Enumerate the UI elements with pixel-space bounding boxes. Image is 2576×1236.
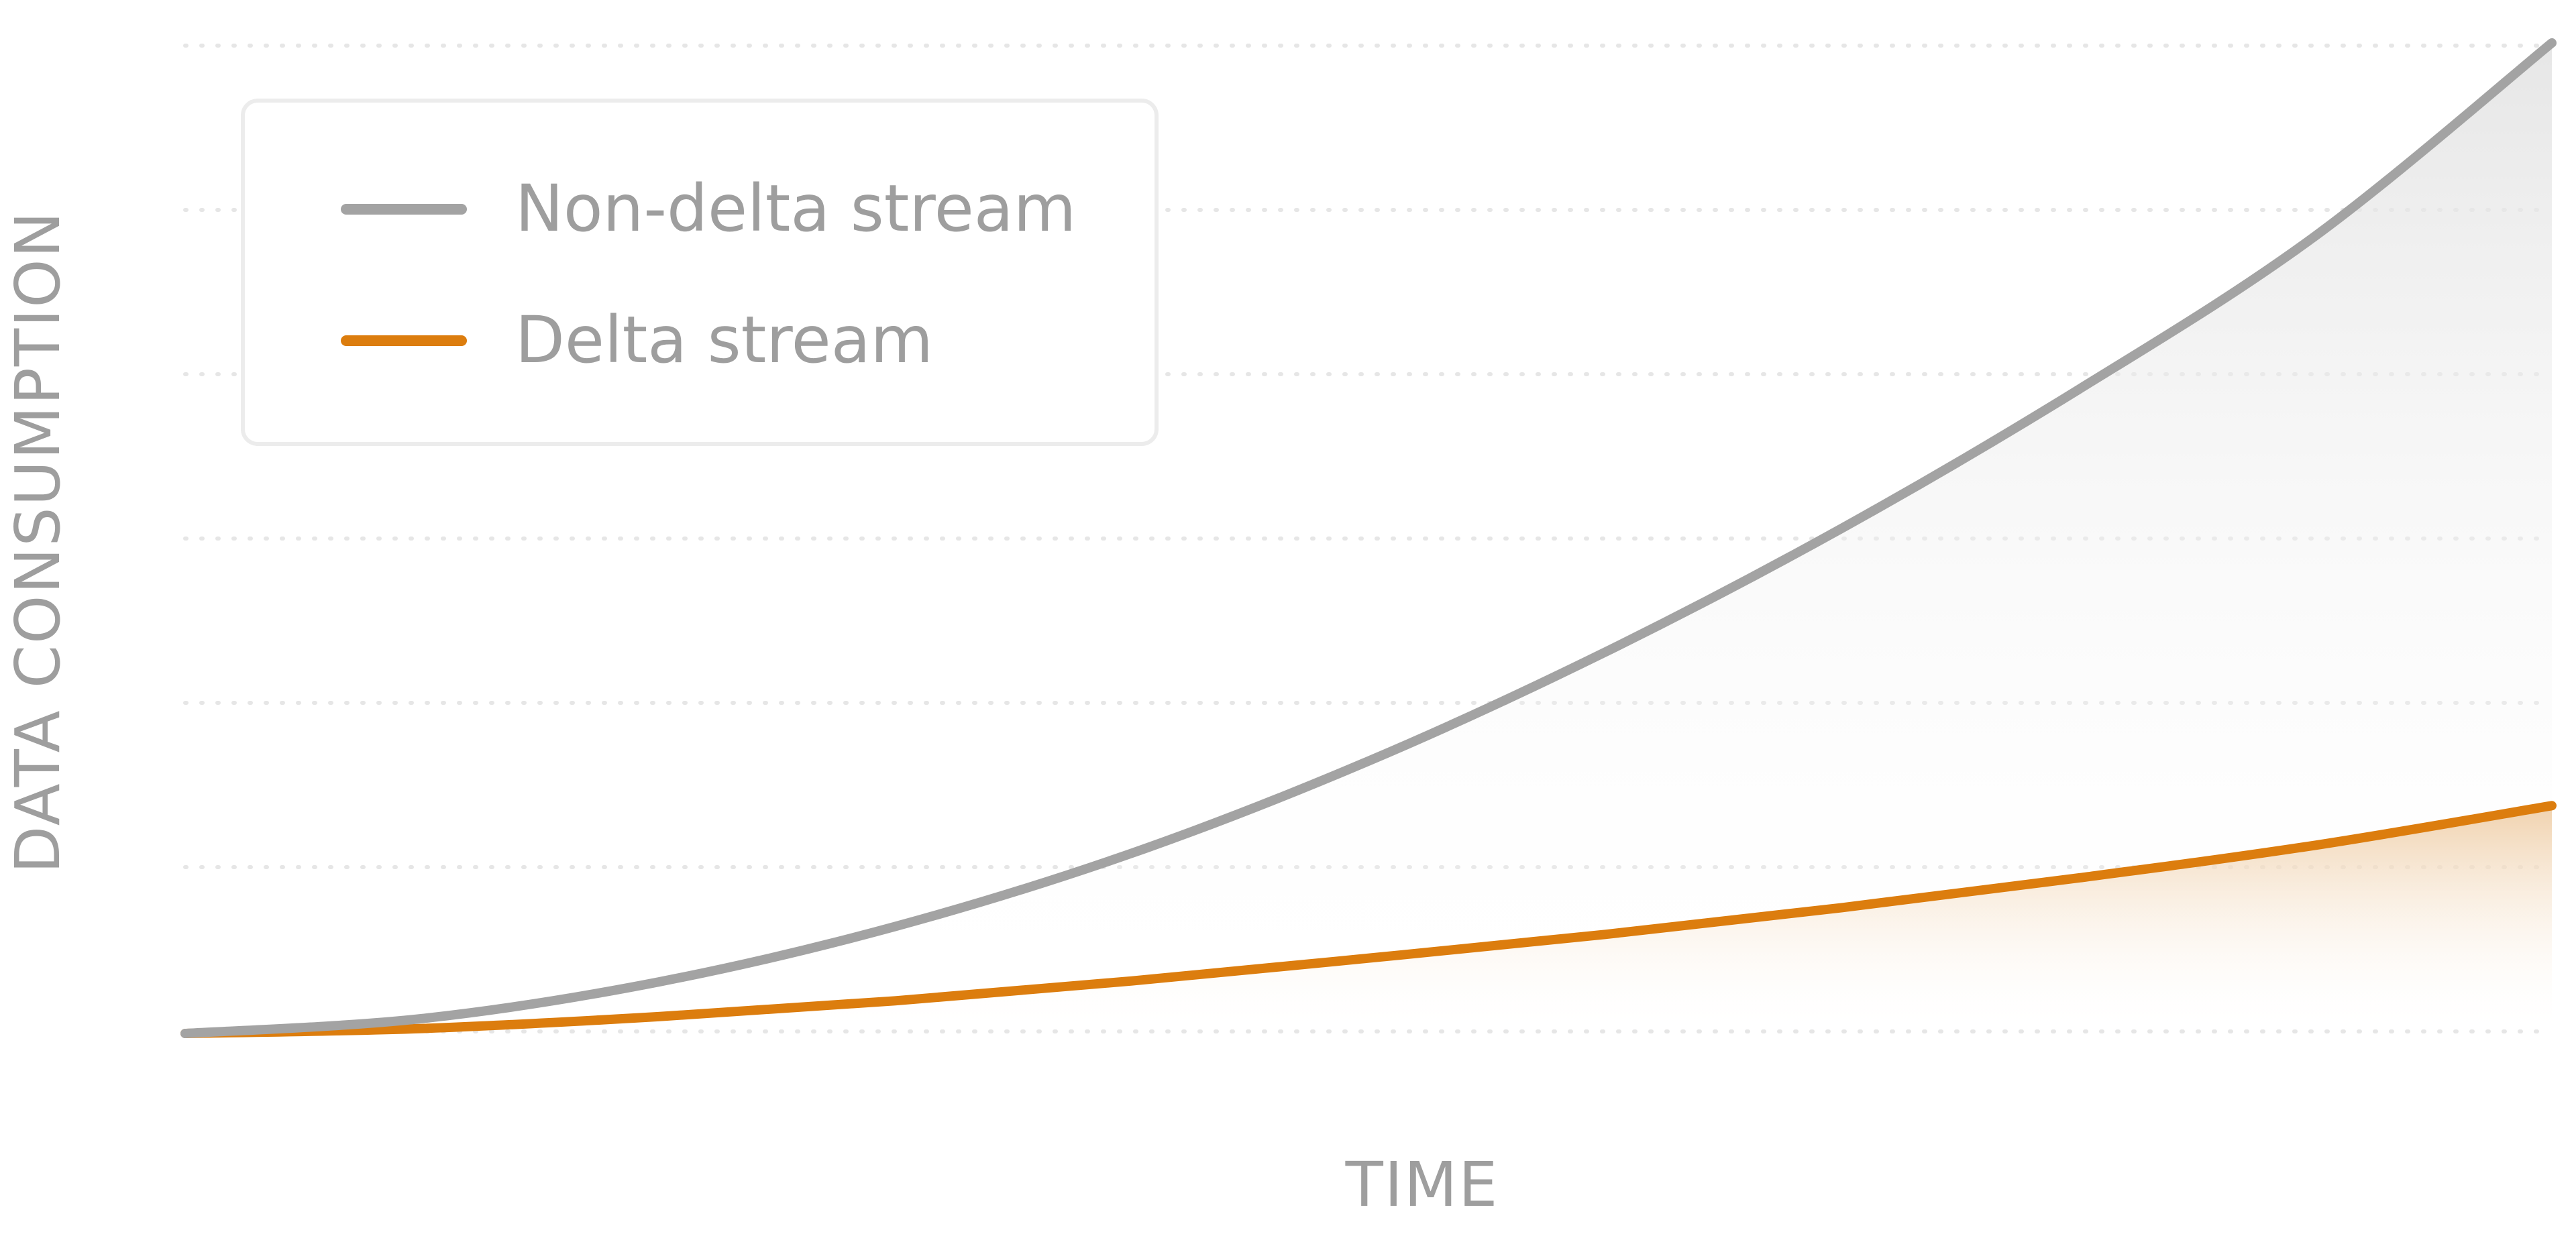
legend: Non-delta stream Delta stream: [241, 99, 1159, 446]
legend-label-delta: Delta stream: [515, 302, 933, 378]
series-areas: [185, 43, 2552, 1033]
legend-box: [241, 99, 1159, 446]
legend-label-non-delta: Non-delta stream: [515, 171, 1076, 246]
series-line-non-delta: [180, 38, 2557, 1038]
series-line-delta: [180, 801, 2557, 1038]
series-area-delta: [185, 805, 2552, 1033]
y-axis-label: DATA CONSUMPTION: [2, 211, 74, 874]
series-area-non-delta: [185, 43, 2552, 1033]
series-lines: [180, 38, 2557, 1038]
x-axis-label: TIME: [1345, 1149, 1499, 1221]
